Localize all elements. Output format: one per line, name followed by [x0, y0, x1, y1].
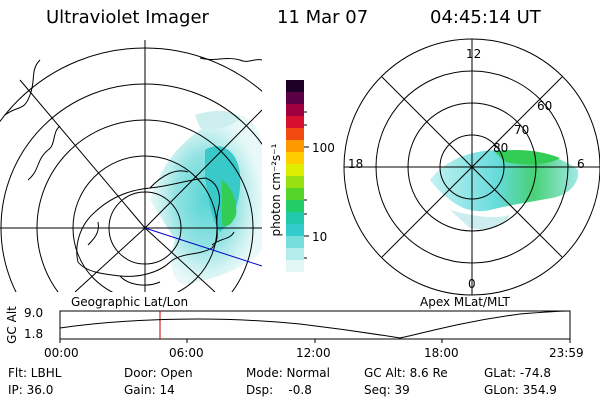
altitude-ylabel: GC Alt — [5, 306, 19, 344]
altitude-plot — [59, 310, 571, 343]
mlt-spokes — [344, 39, 600, 295]
status-glon: GLon: 354.9 — [484, 383, 557, 397]
status-seq: Seq: 39 — [364, 383, 410, 397]
altitude-curve — [59, 310, 571, 339]
altitude-xtick: 23:59 — [549, 346, 584, 360]
mlat-label-70: 70 — [514, 123, 530, 137]
status-filter: Flt: LBHL — [8, 366, 62, 380]
coastline — [4, 57, 262, 286]
right-aurora — [430, 150, 579, 230]
geographic-map — [0, 40, 262, 292]
altitude-xtick: 00:00 — [44, 346, 79, 360]
date-label: 11 Mar 07 — [277, 7, 369, 28]
status-ip: IP: 36.0 — [8, 383, 54, 397]
left-aurora — [150, 110, 262, 285]
status-mode: Mode: Normal — [246, 366, 330, 380]
color-bar-ticks — [304, 111, 309, 259]
mlat-label-80: 80 — [493, 141, 509, 155]
left-meridians — [0, 40, 262, 292]
colorbar-label: photon cm⁻²s⁻¹ — [269, 143, 283, 237]
status-door: Door: Open — [124, 366, 193, 380]
mlt-label-18: 18 — [348, 157, 364, 171]
status-gc-alt: GC Alt: 8.6 Re — [364, 366, 448, 380]
altitude-ymax: 9.0 — [24, 306, 44, 320]
time-label: 04:45:14 UT — [430, 7, 541, 28]
status-dsp: Dsp: -0.8 — [246, 383, 312, 397]
mlat-mlt-dial — [343, 38, 600, 296]
status-glat: GLat: -74.8 — [484, 366, 551, 380]
left-panel-caption: Geographic Lat/Lon — [71, 295, 189, 309]
colorbar-tick-100: 100 — [312, 141, 335, 155]
mlat-label-60: 60 — [537, 99, 553, 113]
mlt-label-6: 6 — [577, 157, 585, 171]
altitude-ymin: 1.8 — [24, 327, 44, 341]
mlt-label-12: 12 — [466, 47, 482, 61]
color-bar — [286, 80, 309, 272]
satellite-track — [144, 227, 262, 267]
colorbar-tick-10: 10 — [312, 230, 328, 244]
instrument-title: Ultraviolet Imager — [46, 7, 209, 28]
altitude-xtick: 18:00 — [424, 346, 459, 360]
altitude-xtick: 12:00 — [296, 346, 331, 360]
mlt-label-0: 0 — [468, 277, 476, 291]
color-bar-segments — [286, 80, 304, 272]
status-gain: Gain: 14 — [124, 383, 175, 397]
right-panel-caption: Apex MLat/MLT — [420, 295, 510, 309]
altitude-ticks — [59, 339, 571, 343]
altitude-xtick: 06:00 — [169, 346, 204, 360]
